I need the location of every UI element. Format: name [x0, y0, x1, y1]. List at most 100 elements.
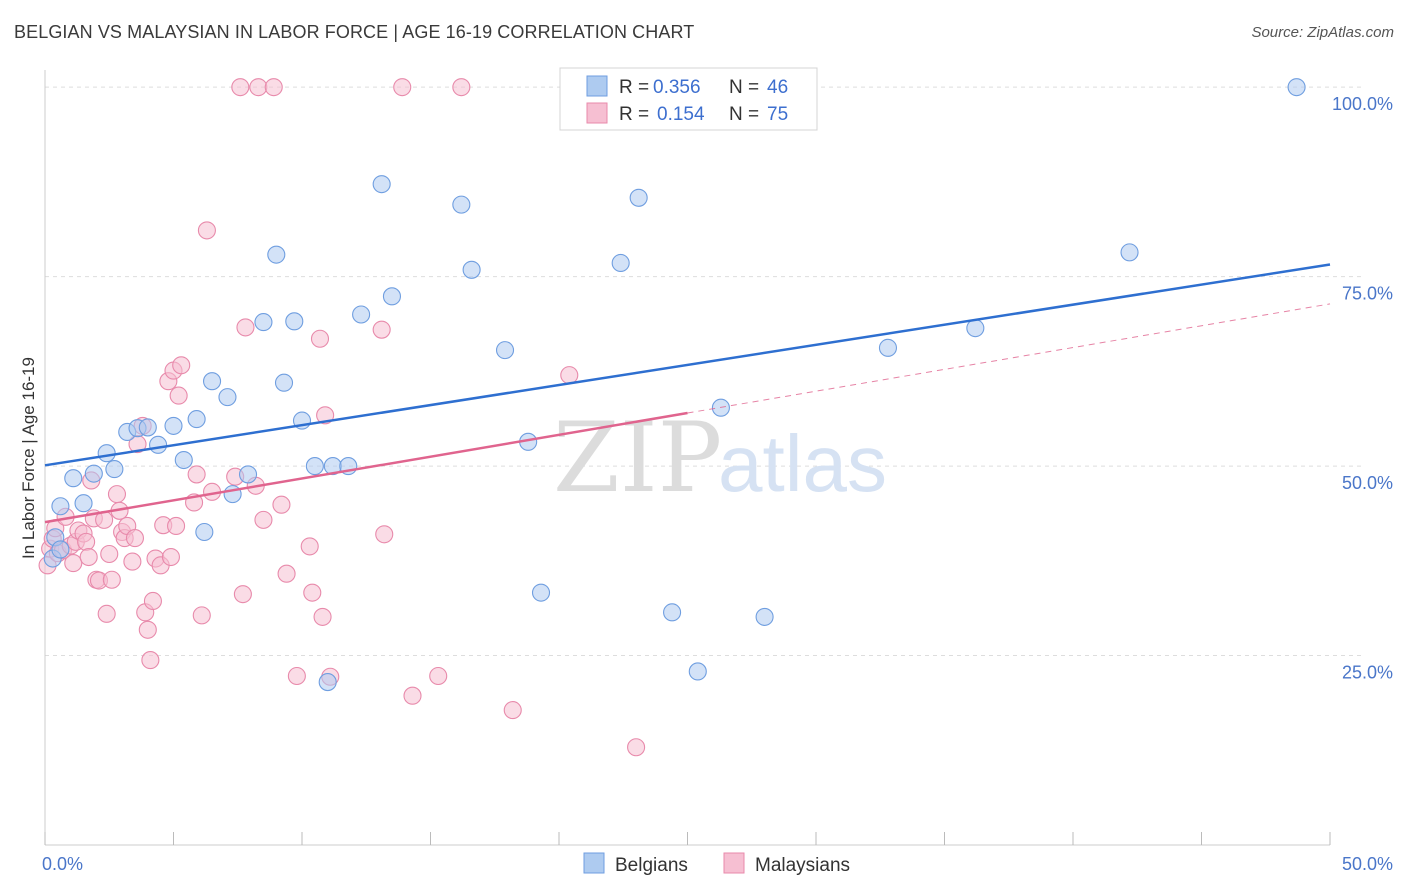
malaysians-point-27: [123, 552, 142, 571]
malaysians-point-46: [192, 606, 211, 625]
belgians-point-21: [254, 313, 273, 332]
belgians-point-43: [755, 607, 774, 626]
belgians-point-14: [174, 450, 193, 470]
belgians-point-8: [105, 460, 124, 479]
bottom-legend-label-belgians: Belgians: [615, 855, 688, 876]
gridlines: [45, 86, 1365, 657]
malaysians-point-41: [167, 516, 186, 535]
malaysians-point-60: [300, 537, 319, 556]
malaysians-point-74: [627, 738, 646, 757]
belgians-point-23: [274, 373, 294, 392]
series-belgians: [43, 78, 1306, 692]
legend-swatch-belgians: [586, 75, 608, 97]
belgians-point-41: [688, 662, 707, 681]
malaysians-point-54: [249, 78, 268, 97]
legend-r-value-malaysians: 0.154: [657, 104, 705, 125]
belgians-point-47: [1287, 78, 1306, 97]
malaysians-point-66: [372, 320, 391, 339]
malaysians-point-58: [277, 564, 296, 583]
malaysians-point-69: [403, 686, 422, 705]
malaysians-point-33: [141, 651, 160, 670]
malaysians-point-64: [316, 406, 335, 425]
belgians-point-33: [452, 195, 471, 214]
legend-n-label-belgians: N =: [729, 77, 759, 98]
legend-swatch-malaysians: [586, 102, 608, 124]
legend-r-label-belgians: R =: [619, 77, 649, 98]
watermark: ZIP atlas: [553, 402, 887, 514]
bottom-legend-swatch-malaysians: [723, 852, 745, 874]
belgians-point-27: [318, 673, 337, 692]
belgians-point-6: [84, 464, 103, 483]
belgians-point-13: [164, 416, 183, 435]
malaysians-point-52: [236, 318, 255, 337]
trendlines: [44, 263, 1331, 524]
belgians-point-22: [267, 245, 286, 264]
malaysians-point-50: [231, 78, 250, 97]
trendline-belgians: [44, 263, 1331, 467]
bottom-legend-swatch-belgians: [583, 852, 605, 874]
bottom-legend: Belgians Malaysians: [583, 852, 850, 876]
y-axis-label: In Labor Force | Age 16-19: [19, 357, 38, 559]
belgians-point-37: [531, 583, 551, 602]
legend-n-value-belgians: 46: [767, 77, 788, 98]
malaysians-point-57: [272, 495, 291, 514]
legend-n-value-malaysians: 75: [767, 104, 788, 125]
watermark-zip: ZIP: [553, 402, 722, 514]
malaysians-point-39: [161, 547, 180, 567]
y-tick-label-0: 25.0%: [1342, 663, 1393, 683]
legend: R = 0.356 N = 46 R = 0.154 N = 75: [559, 67, 818, 131]
malaysians-point-55: [254, 510, 273, 529]
malaysians-point-45: [187, 465, 206, 484]
malaysians-point-12: [77, 532, 96, 551]
belgians-point-20: [238, 465, 258, 484]
legend-n-label-malaysians: N =: [729, 104, 759, 125]
malaysians-point-19: [97, 604, 116, 623]
malaysians-point-47: [197, 221, 216, 240]
belgians-point-7: [97, 444, 116, 463]
belgians-point-2: [51, 497, 70, 516]
legend-r-label-malaysians: R =: [619, 104, 649, 125]
belgians-point-31: [372, 175, 391, 194]
malaysians-point-42: [169, 386, 188, 405]
x-tick-label-1: 50.0%: [1342, 854, 1393, 874]
belgians-point-40: [663, 603, 682, 622]
malaysians-point-13: [79, 547, 98, 567]
y-tick-labels: 25.0% 50.0% 75.0% 100.0%: [1332, 94, 1393, 682]
malaysians-point-51: [233, 585, 252, 604]
malaysians-point-62: [310, 329, 330, 348]
belgians-point-34: [462, 260, 481, 279]
belgians-point-30: [352, 305, 371, 324]
belgians-point-46: [1120, 243, 1139, 262]
x-tick-label-0: 0.0%: [42, 854, 83, 874]
y-tick-label-2: 75.0%: [1342, 284, 1393, 304]
belgians-point-39: [629, 188, 648, 207]
malaysians-point-8: [64, 554, 83, 573]
belgians-point-35: [495, 341, 515, 360]
malaysians-point-67: [375, 525, 394, 544]
malaysians-point-28: [125, 529, 144, 548]
malaysians-point-21: [102, 570, 121, 589]
belgians-point-45: [966, 319, 985, 338]
belgians-point-3: [51, 540, 70, 559]
belgians-point-12: [149, 435, 168, 454]
trendline-malaysians-extension: [687, 303, 1331, 414]
malaysians-point-73: [560, 366, 579, 385]
malaysians-point-34: [143, 591, 162, 611]
belgians-point-32: [382, 287, 402, 306]
malaysians-point-22: [107, 485, 127, 504]
bottom-legend-label-malaysians: Malaysians: [755, 855, 850, 876]
belgians-point-17: [203, 372, 222, 391]
belgians-point-16: [195, 522, 214, 542]
belgians-point-26: [305, 457, 324, 476]
belgians-point-38: [611, 253, 630, 273]
malaysians-point-63: [313, 607, 332, 626]
belgians-point-15: [187, 410, 206, 429]
belgians-point-5: [74, 494, 93, 513]
malaysians-point-56: [264, 78, 283, 97]
malaysians-point-59: [287, 666, 306, 686]
x-ticks: [44, 832, 1331, 845]
malaysians-point-61: [303, 583, 322, 602]
belgians-point-24: [285, 312, 304, 331]
belgians-point-18: [218, 388, 237, 407]
